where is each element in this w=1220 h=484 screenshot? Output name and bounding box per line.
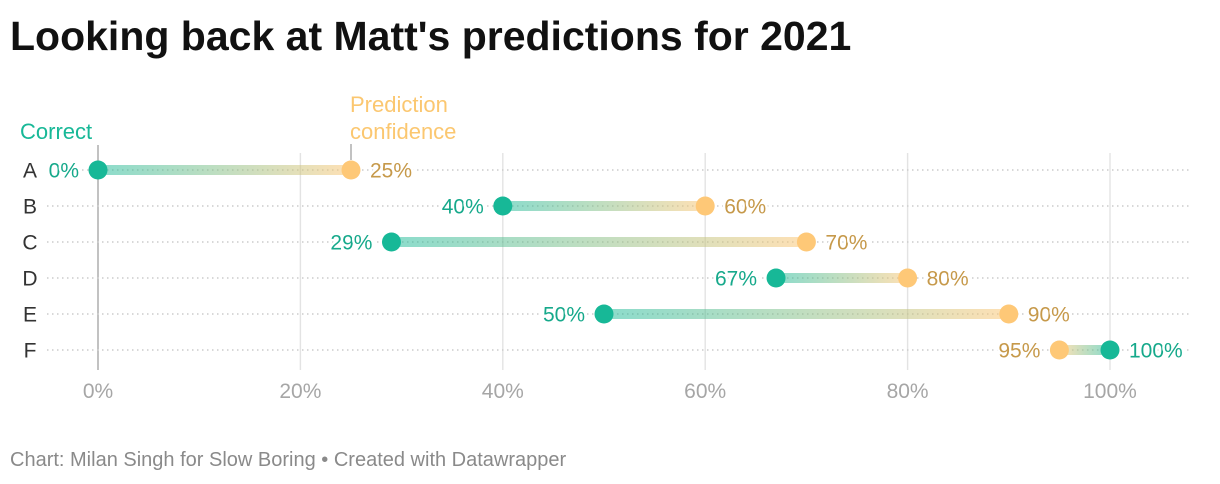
- dots: [88, 160, 1120, 360]
- prediction-value: 80: [927, 268, 950, 291]
- tick-label: 20%: [279, 380, 321, 403]
- range-bar: [776, 273, 908, 283]
- range-bar: [98, 165, 351, 175]
- tick-value: 100: [1083, 380, 1118, 403]
- correct-value: 40: [442, 196, 465, 219]
- prediction-dot: [341, 160, 361, 180]
- footer-separator: •: [321, 449, 329, 471]
- correct-unit: %: [1164, 340, 1183, 363]
- prediction-dot: [695, 196, 715, 216]
- legend-prediction-label: Prediction confidence: [350, 92, 457, 144]
- correct-value-label: 100%: [1129, 340, 1183, 363]
- prediction-value-label: 80%: [927, 268, 969, 291]
- range-bar: [604, 309, 1009, 319]
- range-bar: [502, 201, 706, 211]
- correct-dot: [88, 160, 108, 180]
- prediction-unit: %: [950, 268, 969, 291]
- correct-dot: [766, 268, 786, 288]
- tick-label: 40%: [482, 380, 524, 403]
- prediction-value: 60: [724, 196, 747, 219]
- tick-value: 60: [684, 380, 707, 403]
- tick-unit: %: [303, 380, 322, 403]
- row-label: C: [22, 232, 37, 255]
- prediction-unit: %: [393, 160, 412, 183]
- row-label: F: [24, 340, 37, 363]
- correct-value-label: 50%: [543, 304, 585, 327]
- tick-unit: %: [505, 380, 524, 403]
- correct-dot: [493, 196, 513, 216]
- correct-value-label: 29%: [330, 232, 372, 255]
- prediction-value-label: 95%: [998, 340, 1040, 363]
- chart-footer: Chart: Milan Singh for Slow Boring • Cre…: [10, 448, 566, 472]
- row-label: A: [23, 160, 37, 183]
- correct-unit: %: [566, 304, 585, 327]
- chart-title: Looking back at Matt's predictions for 2…: [10, 13, 852, 59]
- tick-unit: %: [95, 380, 114, 403]
- tick-label: 80%: [887, 380, 929, 403]
- prediction-value: 95: [998, 340, 1021, 363]
- range-bar: [1059, 345, 1110, 355]
- tick-label: 100%: [1083, 380, 1137, 403]
- tick-value: 40: [482, 380, 505, 403]
- correct-dot: [381, 232, 401, 252]
- footer-source: Chart: Milan Singh for Slow Boring: [10, 449, 316, 471]
- tick-label: 60%: [684, 380, 726, 403]
- tick-label: 0%: [83, 380, 113, 403]
- row-label: E: [23, 304, 37, 327]
- correct-value: 29: [330, 232, 353, 255]
- correct-unit: %: [354, 232, 373, 255]
- prediction-value-label: 25%: [370, 160, 412, 183]
- prediction-unit: %: [1051, 304, 1070, 327]
- x-axis-labels: 0% 20% 40% 60% 80% 100%: [83, 380, 1137, 403]
- correct-value: 0: [49, 160, 61, 183]
- tick-value: 80: [887, 380, 910, 403]
- tick-unit: %: [708, 380, 727, 403]
- correct-value: 100: [1129, 340, 1164, 363]
- prediction-value: 70: [825, 232, 848, 255]
- prediction-dot: [898, 268, 918, 288]
- tick-unit: %: [1118, 380, 1137, 403]
- row-label: D: [22, 268, 37, 291]
- row-label: B: [23, 196, 37, 219]
- prediction-dot: [1049, 340, 1069, 360]
- prediction-unit: %: [748, 196, 767, 219]
- prediction-value-label: 60%: [724, 196, 766, 219]
- correct-dot: [594, 304, 614, 324]
- correct-value-label: 67%: [715, 268, 757, 291]
- value-labels: 0% 25%40% 60%29% 70%67% 80%50% 90%100%95%: [46, 157, 1185, 365]
- correct-value: 50: [543, 304, 566, 327]
- range-bar: [391, 237, 807, 247]
- footer-credit-link[interactable]: Created with Datawrapper: [333, 449, 567, 471]
- prediction-value-label: 90%: [1028, 304, 1070, 327]
- prediction-value: 90: [1028, 304, 1051, 327]
- gridlines: [97, 144, 1111, 370]
- correct-value: 67: [715, 268, 738, 291]
- prediction-dot: [796, 232, 816, 252]
- correct-unit: %: [738, 268, 757, 291]
- prediction-unit: %: [1022, 340, 1041, 363]
- prediction-value: 25: [370, 160, 393, 183]
- correct-value-label: 40%: [442, 196, 484, 219]
- prediction-value-label: 70%: [825, 232, 867, 255]
- tick-value: 0: [83, 380, 95, 403]
- correct-dot: [1100, 340, 1120, 360]
- range-bars: [98, 165, 1110, 355]
- correct-unit: %: [465, 196, 484, 219]
- tick-value: 20: [279, 380, 302, 403]
- tick-unit: %: [910, 380, 929, 403]
- legend-correct-label: Correct: [20, 119, 93, 144]
- prediction-dot: [999, 304, 1019, 324]
- prediction-unit: %: [849, 232, 868, 255]
- correct-unit: %: [60, 160, 79, 183]
- correct-value-label: 0%: [49, 160, 79, 183]
